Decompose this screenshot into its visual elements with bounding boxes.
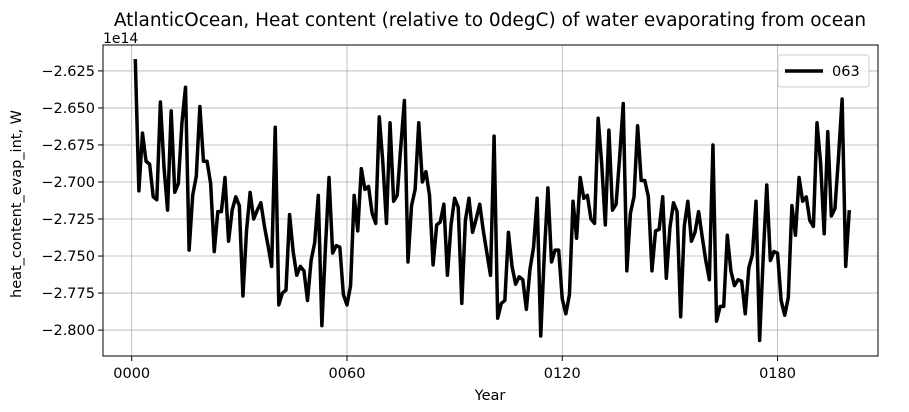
y-offset-label: 1e14 (103, 31, 138, 47)
y-tick-label: −2.725 (41, 212, 95, 228)
x-tick-label: 0000 (113, 366, 150, 382)
y-axis-label: heat_content_evap_int, W (9, 110, 25, 298)
legend: 063 (777, 54, 870, 88)
series-layer (133, 59, 852, 343)
x-tick-label: 0120 (544, 366, 581, 382)
y-tick-label: −2.675 (41, 138, 95, 154)
x-tick-label: 0180 (759, 366, 796, 382)
grid-lines (103, 45, 878, 356)
chart-title: AtlanticOcean, Heat content (relative to… (114, 10, 866, 31)
x-axis: 0000 0060 0120 0180 (113, 356, 796, 382)
y-tick-label: −2.800 (41, 323, 95, 339)
x-tick-label: 0060 (329, 366, 366, 382)
y-tick-label: −2.625 (41, 64, 95, 80)
y-tick-label: −2.775 (41, 286, 95, 302)
plot-area-frame (102, 44, 879, 357)
y-tick-label: −2.750 (41, 249, 95, 265)
y-axis: −2.800 −2.775 −2.750 −2.725 −2.700 −2.675 −2.6… (41, 64, 103, 339)
x-axis-label: Year (474, 388, 506, 404)
legend-box (777, 54, 870, 88)
y-tick-label: −2.650 (41, 101, 95, 117)
legend-label-063: 063 (832, 64, 860, 80)
series-line-063 (133, 59, 852, 343)
y-tick-label: −2.700 (41, 175, 95, 191)
